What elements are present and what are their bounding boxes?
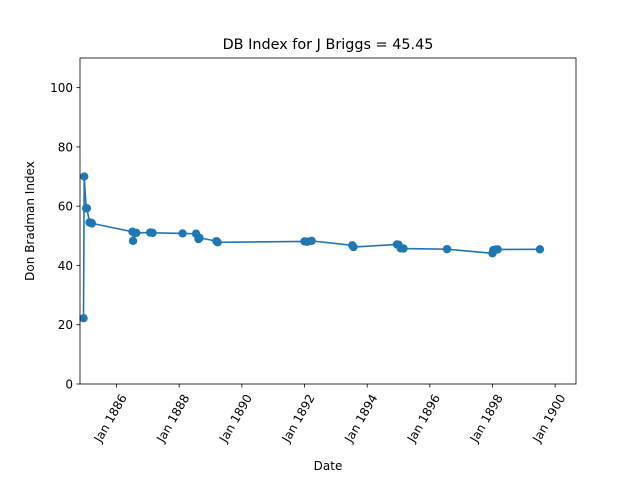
x-axis-title: Date (314, 459, 343, 473)
data-point (82, 204, 92, 213)
data-point (87, 219, 97, 228)
y-tick-label: 20 (58, 318, 73, 332)
data-point (399, 244, 408, 253)
data-point (79, 314, 88, 323)
data-point (80, 172, 89, 181)
data-point (349, 242, 358, 252)
data-point (128, 236, 138, 246)
y-tick-label: 0 (65, 378, 73, 392)
chart-title: DB Index for J Briggs = 45.45 (223, 37, 434, 53)
y-tick-label: 100 (50, 81, 73, 95)
data-point (442, 244, 452, 254)
y-axis-title: Don Bradman Index (23, 161, 37, 281)
data-point (493, 245, 502, 254)
y-tick-label: 60 (58, 200, 73, 214)
data-point (178, 229, 187, 238)
data-point (307, 236, 316, 246)
axes-frame (79, 57, 577, 385)
y-axis: 0 20 40 60 80 100 (50, 81, 80, 392)
data-point (213, 238, 222, 247)
data-point (132, 228, 141, 238)
y-tick-label: 40 (58, 259, 73, 273)
data-point (148, 228, 157, 238)
plot-area (79, 172, 545, 323)
y-tick-label: 80 (58, 140, 73, 154)
data-point (535, 245, 545, 254)
data-point (195, 233, 204, 243)
